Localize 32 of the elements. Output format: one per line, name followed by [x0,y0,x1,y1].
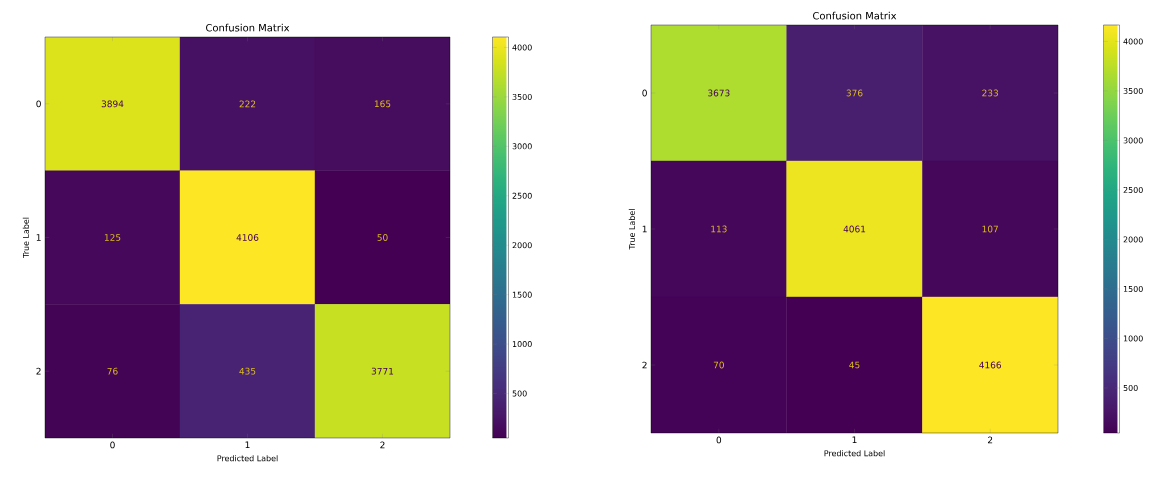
data-label: 107 [982,225,998,233]
y-tick-label: 2 [642,361,647,369]
y-tick-label: 0 [642,89,647,97]
x-tick-label: 0 [716,436,722,444]
data-label: 376 [846,89,863,97]
data-label: 233 [982,89,999,97]
data-label: 50 [377,234,388,241]
data-label: 113 [711,225,727,233]
chart-title: Confusion Matrix [206,23,290,32]
data-label: 3673 [708,89,730,97]
y-tick-label: 2 [36,367,41,375]
data-label: 125 [104,234,121,241]
x-tick-label: 2 [987,436,993,444]
data-label: 222 [239,100,256,108]
data-label: 4106 [236,234,259,241]
y-tick-label: 0 [36,100,41,108]
x-tick-label: 0 [110,441,115,449]
y-tick-label: 1 [642,225,647,233]
data-label: 435 [239,367,256,375]
data-label: 4061 [843,225,866,233]
x-tick-label: 2 [380,441,385,449]
data-label: 45 [849,361,860,369]
data-label: 3771 [371,367,394,375]
x-tick-label: 1 [245,441,250,449]
data-label: 165 [374,100,391,108]
y-tick-label: 1 [36,234,41,241]
data-label: 76 [107,367,118,375]
data-label: 70 [713,361,724,369]
chart-title: Confusion Matrix [813,11,897,20]
data-label: 3894 [101,100,124,108]
data-label: 4166 [979,361,1002,369]
x-tick-label: 1 [852,436,857,444]
